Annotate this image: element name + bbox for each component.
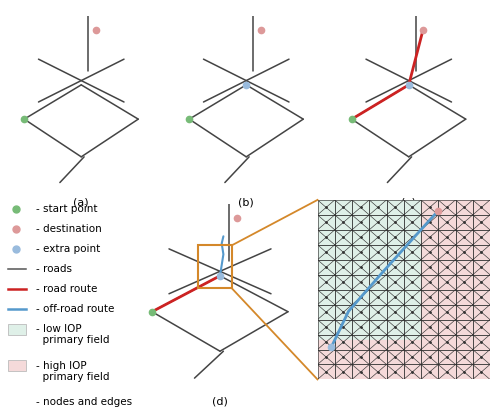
Text: (b): (b) [238,198,254,208]
Text: - off-road route: - off-road route [36,304,115,314]
Text: - destination: - destination [36,224,102,234]
Bar [198,245,232,288]
Text: (a): (a) [74,198,89,208]
Text: primary field: primary field [36,372,110,381]
Text: (d): (d) [212,396,228,406]
Text: primary field: primary field [36,335,110,346]
Bar [8,324,26,335]
Text: - roads: - roads [36,264,72,274]
Text: - high IOP: - high IOP [36,361,87,370]
Text: - road route: - road route [36,284,98,294]
Text: - extra point: - extra point [36,244,100,254]
Bar [421,200,490,344]
Text: (c): (c) [402,198,416,208]
Bar [8,396,24,408]
Text: - nodes and edges: - nodes and edges [36,397,132,407]
Text: - low IOP: - low IOP [36,324,82,335]
Bar [8,360,26,371]
Text: - start point: - start point [36,204,98,213]
Bar [318,340,490,379]
